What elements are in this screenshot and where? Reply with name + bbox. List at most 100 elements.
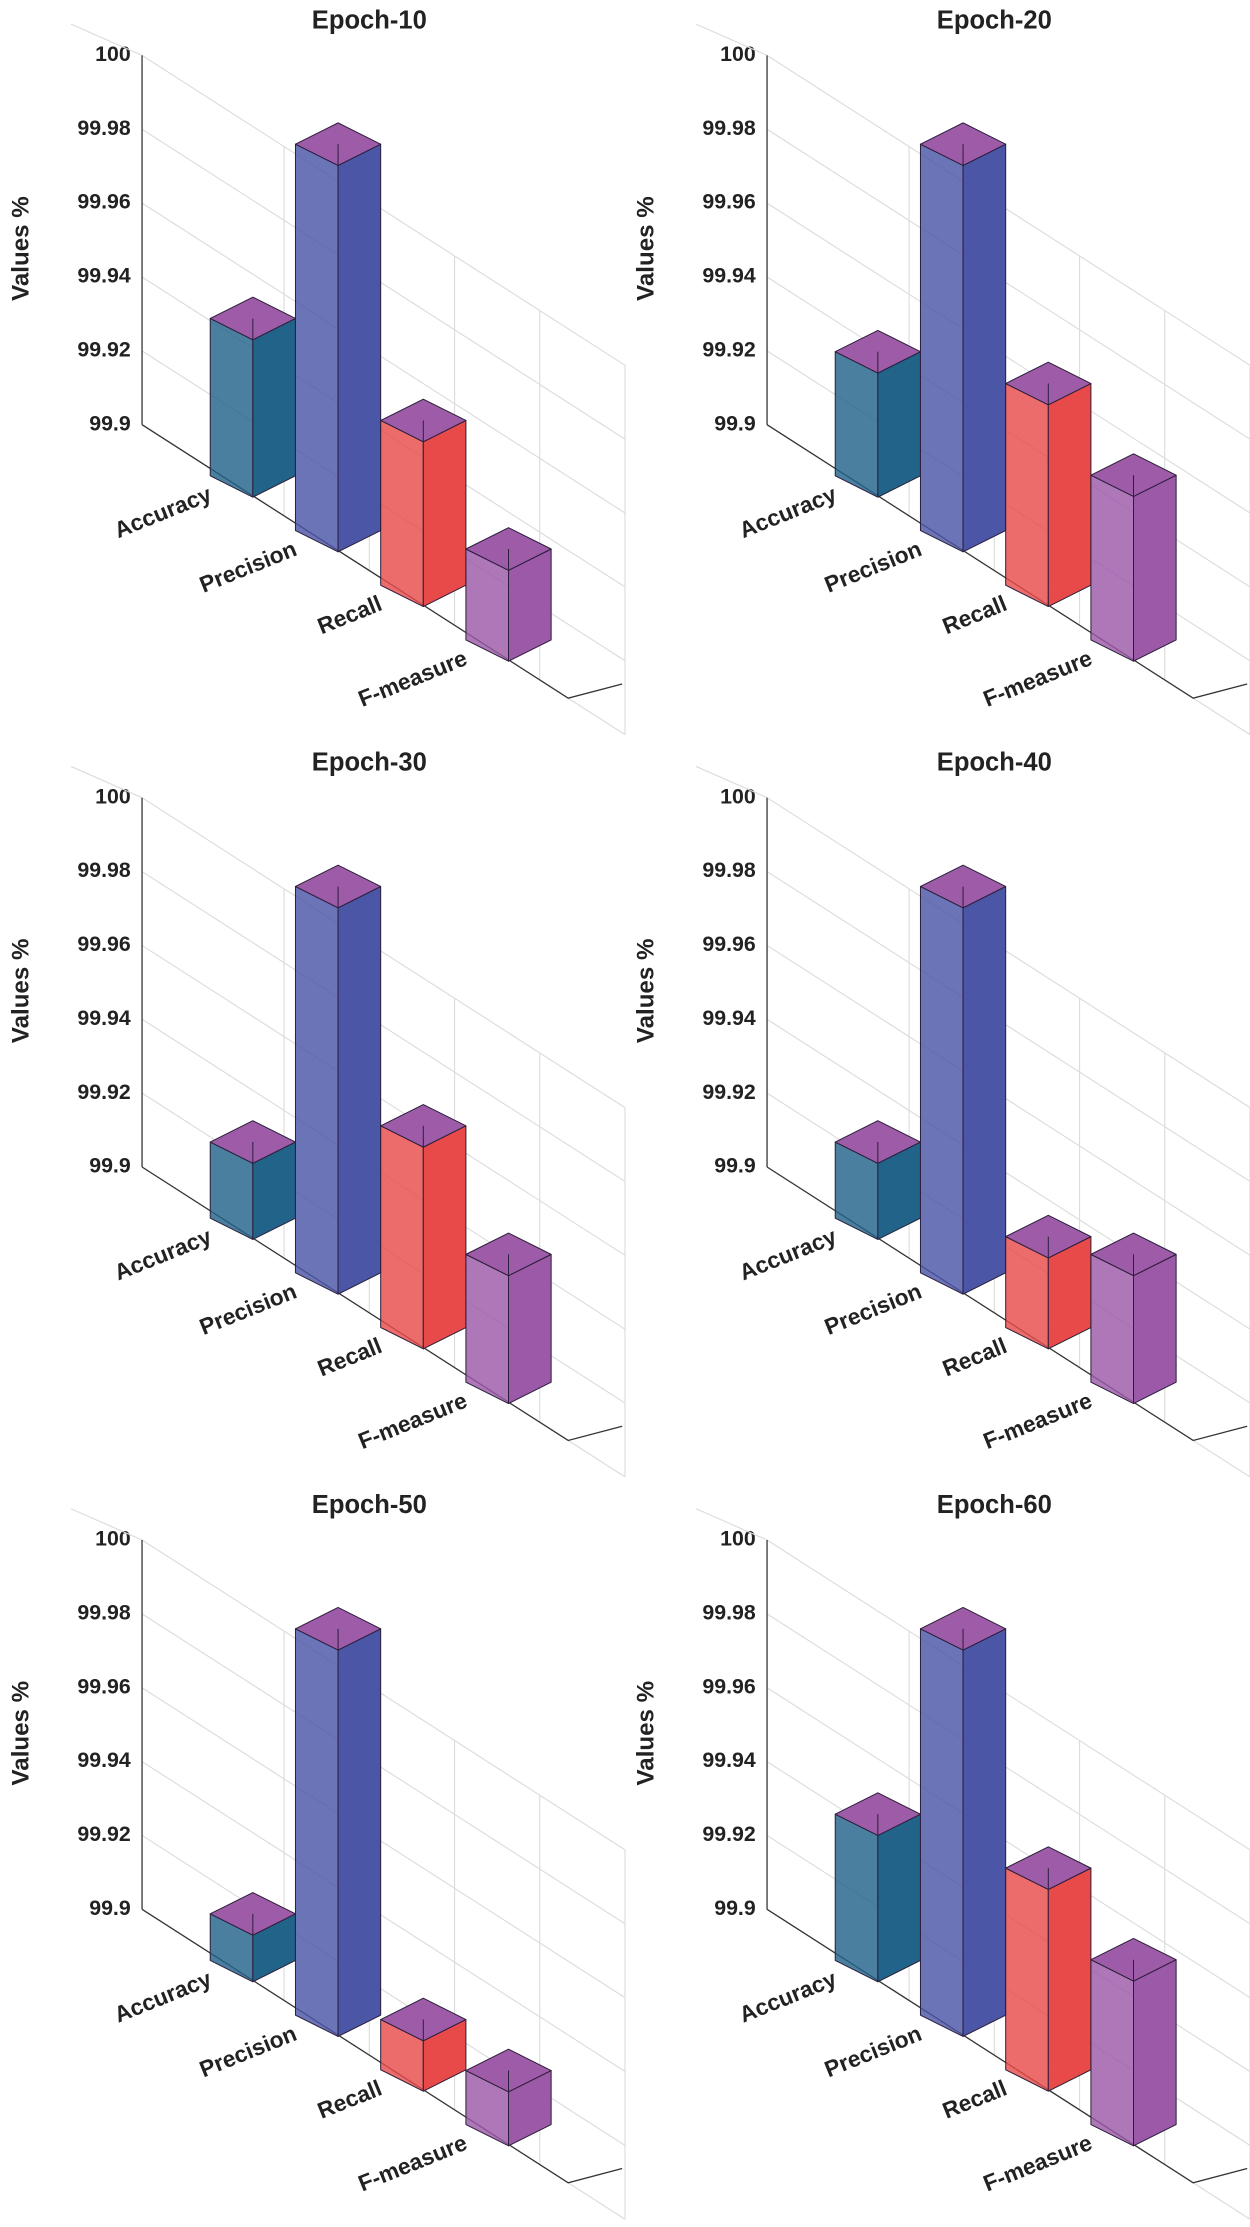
x-tick-label: Accuracy	[735, 1223, 840, 1286]
grid-line	[766, 54, 1250, 366]
grid-line	[141, 54, 626, 366]
y-tick-label: 99.9	[714, 1154, 756, 1178]
grid-line	[766, 128, 1250, 440]
y-tick-label: 99.94	[77, 1006, 130, 1030]
y-tick-label: 99.92	[702, 337, 755, 361]
bar-side	[209, 317, 254, 498]
x-tick-label: Accuracy	[110, 1965, 215, 2028]
x-tick-label: F-measure	[979, 1387, 1095, 1454]
bar-front	[337, 143, 382, 553]
chart-title: Epoch-60	[937, 1491, 1052, 1519]
y-tick-label: 99.96	[702, 190, 755, 214]
grid-line	[141, 1687, 626, 1999]
grid-line	[141, 871, 626, 1182]
chart-title: Epoch-30	[312, 749, 427, 777]
grid-line	[141, 202, 626, 514]
bar-side	[380, 419, 424, 608]
y-axis-label: Values %	[7, 1681, 34, 1786]
chart-panel: 99.9 99.92 99.94 99.96 99.98 100 AccuracyPreci…	[7, 6, 626, 736]
x-tick-label: Recall	[939, 1332, 1011, 1381]
x-tick-label: F-measure	[354, 2129, 470, 2196]
y-tick-label: 100	[720, 1527, 756, 1551]
x-tick-label: Precision	[196, 1278, 301, 1340]
y-tick-label: 99.98	[77, 1600, 130, 1624]
bar-side	[919, 885, 964, 1295]
y-axis-label: Values %	[7, 939, 34, 1044]
x-tick-label: Recall	[939, 2075, 1011, 2124]
floor-edge	[766, 1166, 1248, 1442]
x-tick-label: Precision	[821, 535, 926, 597]
x-tick-label: Precision	[821, 1278, 926, 1340]
y-tick-label: 99.94	[77, 264, 130, 288]
bar-front	[422, 1125, 467, 1350]
x-tick-label: F-measure	[979, 2129, 1095, 2196]
y-axis-label: Values %	[7, 196, 34, 301]
bar-top	[834, 1792, 921, 1836]
y-tick-label: 99.92	[702, 1822, 755, 1846]
bar-top	[465, 2048, 552, 2093]
y-tick-label: 99.98	[702, 116, 755, 140]
bar-top	[380, 1997, 467, 2042]
bar-front	[1133, 474, 1177, 662]
grid-line	[766, 944, 1250, 1256]
wall-edge	[695, 1508, 768, 1541]
y-tick-label: 99.9	[89, 1896, 131, 1920]
chart-title: Epoch-50	[312, 1491, 427, 1519]
bar-side	[919, 1628, 964, 2037]
bar-side	[919, 143, 964, 553]
x-tick-label: F-measure	[979, 645, 1095, 712]
chart-panel: 99.9 99.92 99.94 99.96 99.98 100 AccuracyPreci…	[7, 749, 626, 1478]
y-tick-label: 99.94	[702, 1748, 755, 1772]
grid-line	[766, 202, 1250, 514]
y-tick-label: 99.96	[702, 932, 755, 956]
bar-side	[294, 1628, 339, 2037]
floor-edge	[141, 1908, 623, 2184]
grid-line	[766, 871, 1250, 1182]
y-tick-label: 99.98	[77, 116, 130, 140]
grid-line	[141, 944, 626, 1256]
chart-panel: 99.9 99.92 99.94 99.96 99.98 100 AccuracyPreci…	[7, 1491, 626, 2220]
y-axis-label: Values %	[632, 196, 659, 301]
y-tick-label: 99.9	[714, 411, 756, 435]
bar-top	[834, 329, 921, 374]
y-tick-label: 99.9	[89, 411, 131, 435]
bar-side	[1090, 1959, 1135, 2147]
y-tick-label: 99.96	[77, 190, 130, 214]
bar-front	[877, 1813, 921, 1983]
y-tick-label: 100	[95, 784, 131, 808]
bar-front	[252, 317, 296, 498]
bar-front	[1047, 383, 1092, 608]
x-tick-label: Accuracy	[110, 480, 215, 543]
y-tick-label: 100	[720, 784, 756, 808]
y-tick-label: 99.96	[77, 932, 130, 956]
y-tick-label: 99.96	[702, 1674, 755, 1698]
x-tick-label: Recall	[314, 2075, 386, 2124]
bar-front	[422, 419, 467, 608]
y-tick-label: 100	[720, 42, 756, 66]
y-tick-label: 99.94	[702, 264, 755, 288]
bar-side	[834, 1813, 879, 1983]
y-tick-label: 99.96	[77, 1674, 130, 1698]
grid-line	[141, 128, 626, 440]
bar-front	[962, 885, 1007, 1295]
chart-title: Epoch-10	[312, 6, 427, 34]
y-tick-label: 99.98	[77, 858, 130, 882]
y-tick-label: 99.92	[77, 1822, 130, 1846]
y-tick-label: 99.92	[702, 1080, 755, 1104]
chart-title: Epoch-20	[937, 6, 1052, 34]
bar-front	[337, 885, 382, 1295]
bar-front	[508, 1253, 552, 1405]
wall-edge	[695, 765, 768, 799]
bar-side	[1090, 474, 1135, 662]
x-tick-label: Precision	[196, 535, 301, 597]
chart-title: Epoch-40	[937, 749, 1052, 777]
x-tick-label: Recall	[314, 1332, 386, 1381]
x-tick-label: Recall	[939, 590, 1011, 639]
y-tick-label: 100	[95, 42, 131, 66]
y-tick-label: 99.9	[89, 1154, 131, 1178]
x-tick-label: Accuracy	[735, 1965, 840, 2028]
grid-line	[141, 1539, 626, 1851]
grid-line	[766, 1613, 1250, 1925]
y-tick-label: 99.94	[77, 1748, 130, 1772]
x-tick-label: Precision	[196, 2020, 301, 2082]
